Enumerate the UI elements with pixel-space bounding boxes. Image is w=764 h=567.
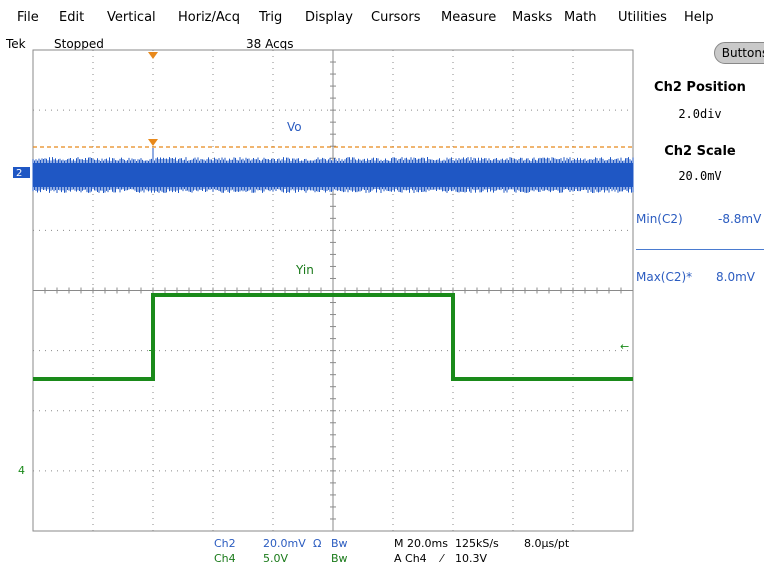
ch2-bw-limit: Bw [331, 537, 348, 550]
ch2-scale-value[interactable]: 20.0mV [678, 169, 722, 183]
run-state: Stopped [54, 37, 104, 51]
trigger-slope-icon: ⁄ [441, 552, 443, 565]
ch2-readout-scale[interactable]: 20.0mV [263, 537, 306, 550]
ch2-scale-title: Ch2 Scale [664, 144, 736, 159]
menu-trig[interactable]: Trig [259, 10, 283, 25]
menu-cursors[interactable]: Cursors [371, 10, 421, 25]
side-panel: Ch2 Position 2.0div Ch2 Scale 20.0mV Min… [636, 40, 764, 567]
menu-bar: File Edit Vertical Horiz/Acq Trig Displa… [0, 0, 764, 34]
ch2-position-title: Ch2 Position [654, 80, 746, 95]
sample-rate-readout: 125kS/s [455, 537, 499, 550]
vo-trace-label: Vo [287, 120, 302, 134]
ch2-readout-label[interactable]: Ch2 [214, 537, 236, 550]
buttons-toggle[interactable]: Buttons [714, 42, 764, 64]
trigger-position-marker[interactable] [148, 52, 158, 59]
min-c2-label: Min(C2) [636, 212, 683, 226]
min-c2-value: -8.8mV [718, 212, 762, 226]
resolution-readout: 8.0μs/pt [524, 537, 570, 550]
brand-label: Tek [6, 37, 26, 51]
ch2-position-value[interactable]: 2.0div [678, 107, 722, 121]
acquisition-count: 38 Acqs [246, 37, 294, 51]
ch4-readout-scale[interactable]: 5.0V [263, 552, 289, 565]
trigger-level-readout[interactable]: 10.3V [455, 552, 488, 565]
ch4-bw-limit: Bw [331, 552, 348, 565]
ch4-trace [33, 293, 633, 381]
vin-trace-label: Yin [295, 263, 314, 277]
svg-text:2: 2 [16, 168, 22, 179]
timebase-readout[interactable]: M 20.0ms [394, 537, 448, 550]
ch2-coupling-icon: Ω [313, 537, 322, 550]
ch4-ground-marker[interactable]: 4 [18, 464, 25, 477]
menu-help[interactable]: Help [684, 10, 714, 25]
ch2-ground-marker[interactable]: 2 [13, 167, 30, 179]
graticule [32, 49, 634, 532]
menu-vertical[interactable]: Vertical [107, 10, 156, 25]
trigger-source-readout[interactable]: A Ch4 [394, 552, 427, 565]
menu-math[interactable]: Math [564, 10, 597, 25]
menu-display[interactable]: Display [305, 10, 353, 25]
menu-measure[interactable]: Measure [441, 10, 497, 25]
trigger-t-marker: T [148, 349, 156, 360]
ch4-readout-label[interactable]: Ch4 [214, 552, 236, 565]
menu-utilities[interactable]: Utilities [618, 10, 667, 25]
buttons-label: Buttons [721, 46, 764, 60]
menu-file[interactable]: File [17, 10, 39, 25]
measure-divider [636, 249, 764, 250]
menu-horiz-acq[interactable]: Horiz/Acq [178, 10, 240, 25]
menu-edit[interactable]: Edit [59, 10, 85, 25]
max-c2-label: Max(C2)* [636, 270, 693, 284]
trigger-level-arrow[interactable]: ← [620, 340, 629, 353]
max-c2-value: 8.0mV [716, 270, 755, 284]
menu-masks[interactable]: Masks [512, 10, 553, 25]
trigger-position-marker-2 [148, 139, 158, 146]
